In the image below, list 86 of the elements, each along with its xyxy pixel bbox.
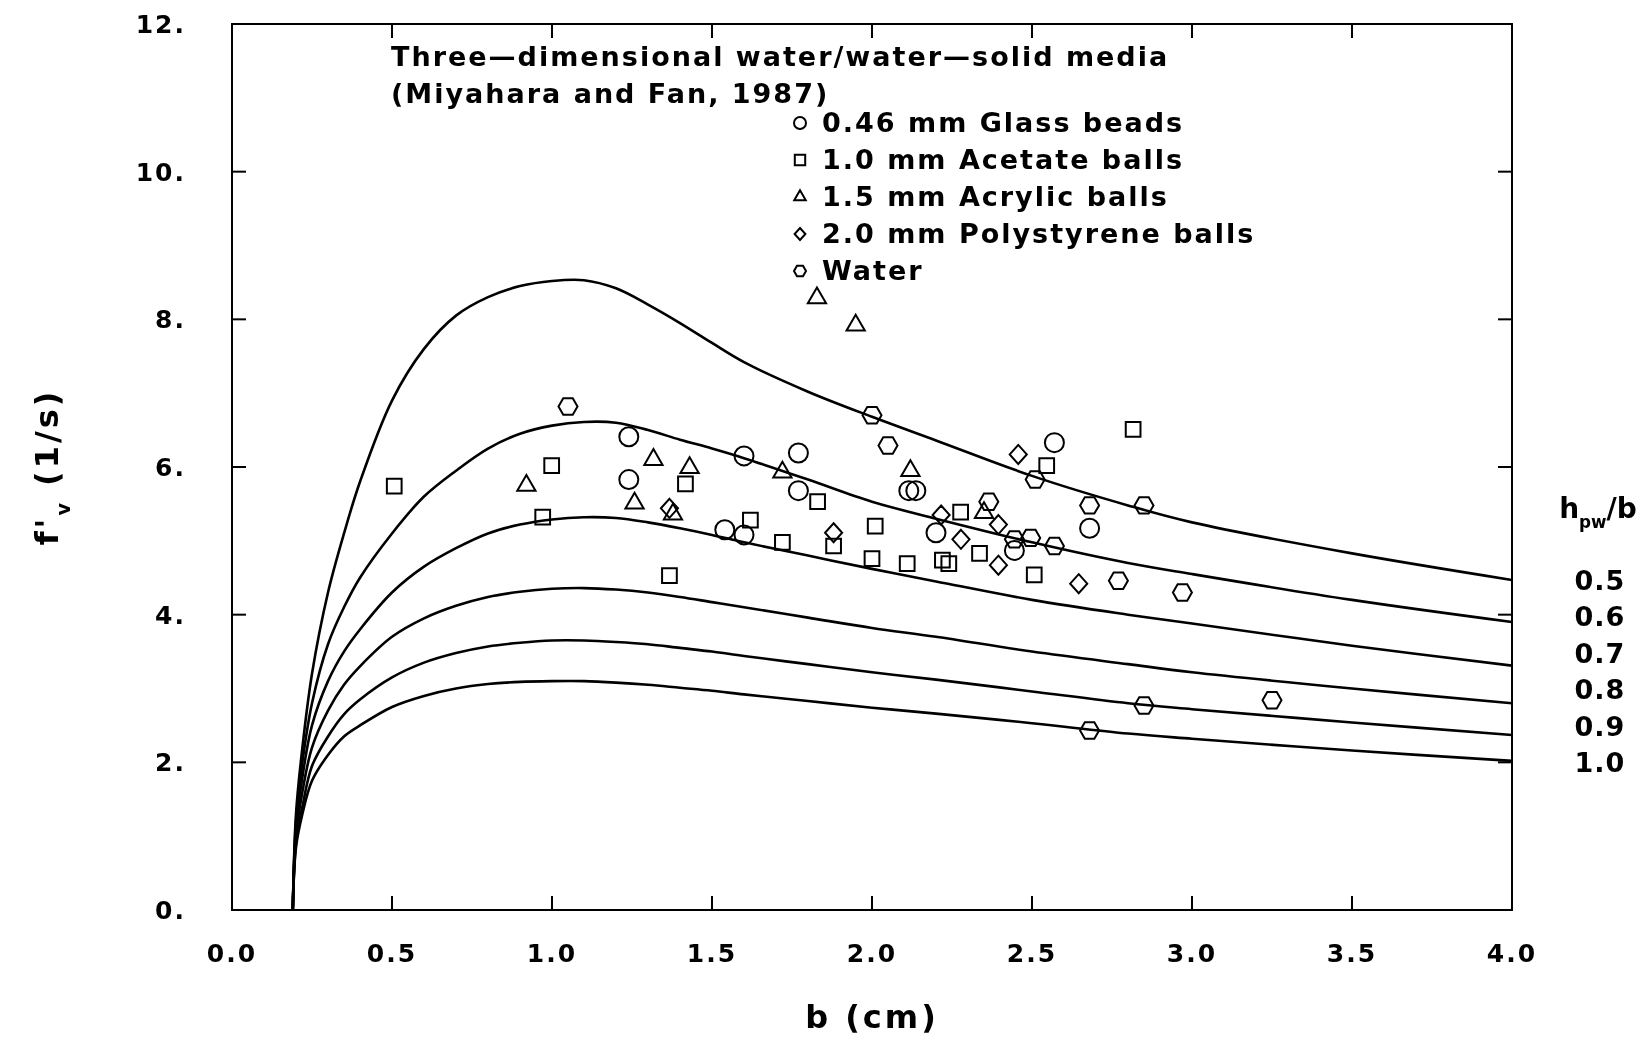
y-tick-label: 0. [155, 896, 186, 925]
point [733, 524, 755, 546]
x-tick-label: 3.5 [1326, 939, 1378, 968]
legend-label: Water [822, 255, 924, 286]
y-tick-label: 4. [155, 600, 186, 630]
point [618, 426, 640, 448]
point [774, 533, 791, 551]
y-tick-label: 8. [155, 305, 186, 335]
y-tick-label: 12. [135, 10, 186, 39]
point [988, 554, 1008, 576]
point [898, 480, 920, 502]
x-axis-title: b (cm) [805, 998, 939, 1036]
point [543, 457, 561, 474]
point [787, 442, 809, 464]
x-tick-label: 2.0 [846, 939, 898, 968]
point [925, 522, 947, 544]
text: Three—dimensional water/water—solid media [391, 41, 1170, 72]
text: (Miyahara and Fan, 1987) [391, 78, 830, 109]
point [1025, 566, 1043, 584]
legend-label: 0.46 mm Glass beads [822, 107, 1185, 138]
point [1024, 470, 1046, 489]
legend-title: h$_{pw}$/b [1559, 491, 1637, 532]
legend-label: 1.5 mm Acrylic balls [822, 181, 1169, 212]
point [905, 480, 927, 502]
point [1079, 517, 1101, 539]
point [733, 445, 755, 467]
point [866, 517, 884, 535]
point [1043, 432, 1065, 454]
legend-label: 1.0 mm Acetate balls [822, 144, 1184, 175]
legend-label: 1.0 [1574, 747, 1626, 779]
point [1124, 420, 1142, 438]
point [1069, 573, 1089, 595]
point [557, 397, 579, 416]
text: 0.9 [1574, 710, 1626, 742]
point [742, 511, 759, 529]
x-tick-label: 0.0 [206, 939, 258, 968]
point [1133, 496, 1155, 515]
point [677, 475, 694, 493]
point [1171, 583, 1193, 602]
point [863, 550, 881, 567]
point [978, 492, 1000, 511]
point [1261, 691, 1283, 710]
point [809, 493, 826, 511]
point [618, 469, 640, 491]
point [934, 551, 951, 569]
x-tick-label: 4.0 [1486, 939, 1538, 968]
y-tick-label: 10. [135, 157, 186, 187]
point [1107, 571, 1129, 590]
point [787, 480, 809, 502]
point [1003, 530, 1025, 549]
y-tick-label: 2. [155, 748, 186, 778]
x-tick-label: 1.5 [686, 939, 738, 968]
point [659, 497, 679, 519]
x-tick-label: 1.0 [526, 939, 578, 968]
point [661, 567, 678, 584]
point [952, 503, 969, 521]
x-tick-label: 3.0 [1166, 939, 1218, 968]
point [534, 508, 552, 526]
point [1038, 457, 1056, 474]
text: 0.5 [1574, 564, 1626, 596]
point [877, 436, 899, 455]
legend-label: 2.0 mm Polystyrene balls [822, 218, 1256, 249]
point [1079, 496, 1101, 515]
point [898, 555, 916, 573]
point [385, 477, 403, 495]
text: 0.8 [1574, 674, 1626, 706]
point [824, 522, 844, 544]
point [1003, 539, 1025, 561]
point [1079, 721, 1101, 740]
x-tick-label: 2.5 [1006, 939, 1058, 968]
point [931, 504, 951, 526]
point [714, 519, 736, 541]
point [861, 406, 883, 425]
point [825, 537, 842, 555]
x-tick-label: 0.5 [366, 939, 418, 968]
point [940, 555, 958, 573]
point [1133, 696, 1155, 715]
text: 0.7 [1574, 637, 1626, 669]
point [951, 528, 971, 550]
point [1020, 528, 1042, 548]
point [1008, 443, 1028, 465]
point [988, 514, 1008, 536]
point [971, 545, 988, 562]
y-tick-label: 6. [155, 453, 186, 482]
legend-label: 0.6 [1574, 601, 1626, 633]
point [1043, 536, 1065, 556]
